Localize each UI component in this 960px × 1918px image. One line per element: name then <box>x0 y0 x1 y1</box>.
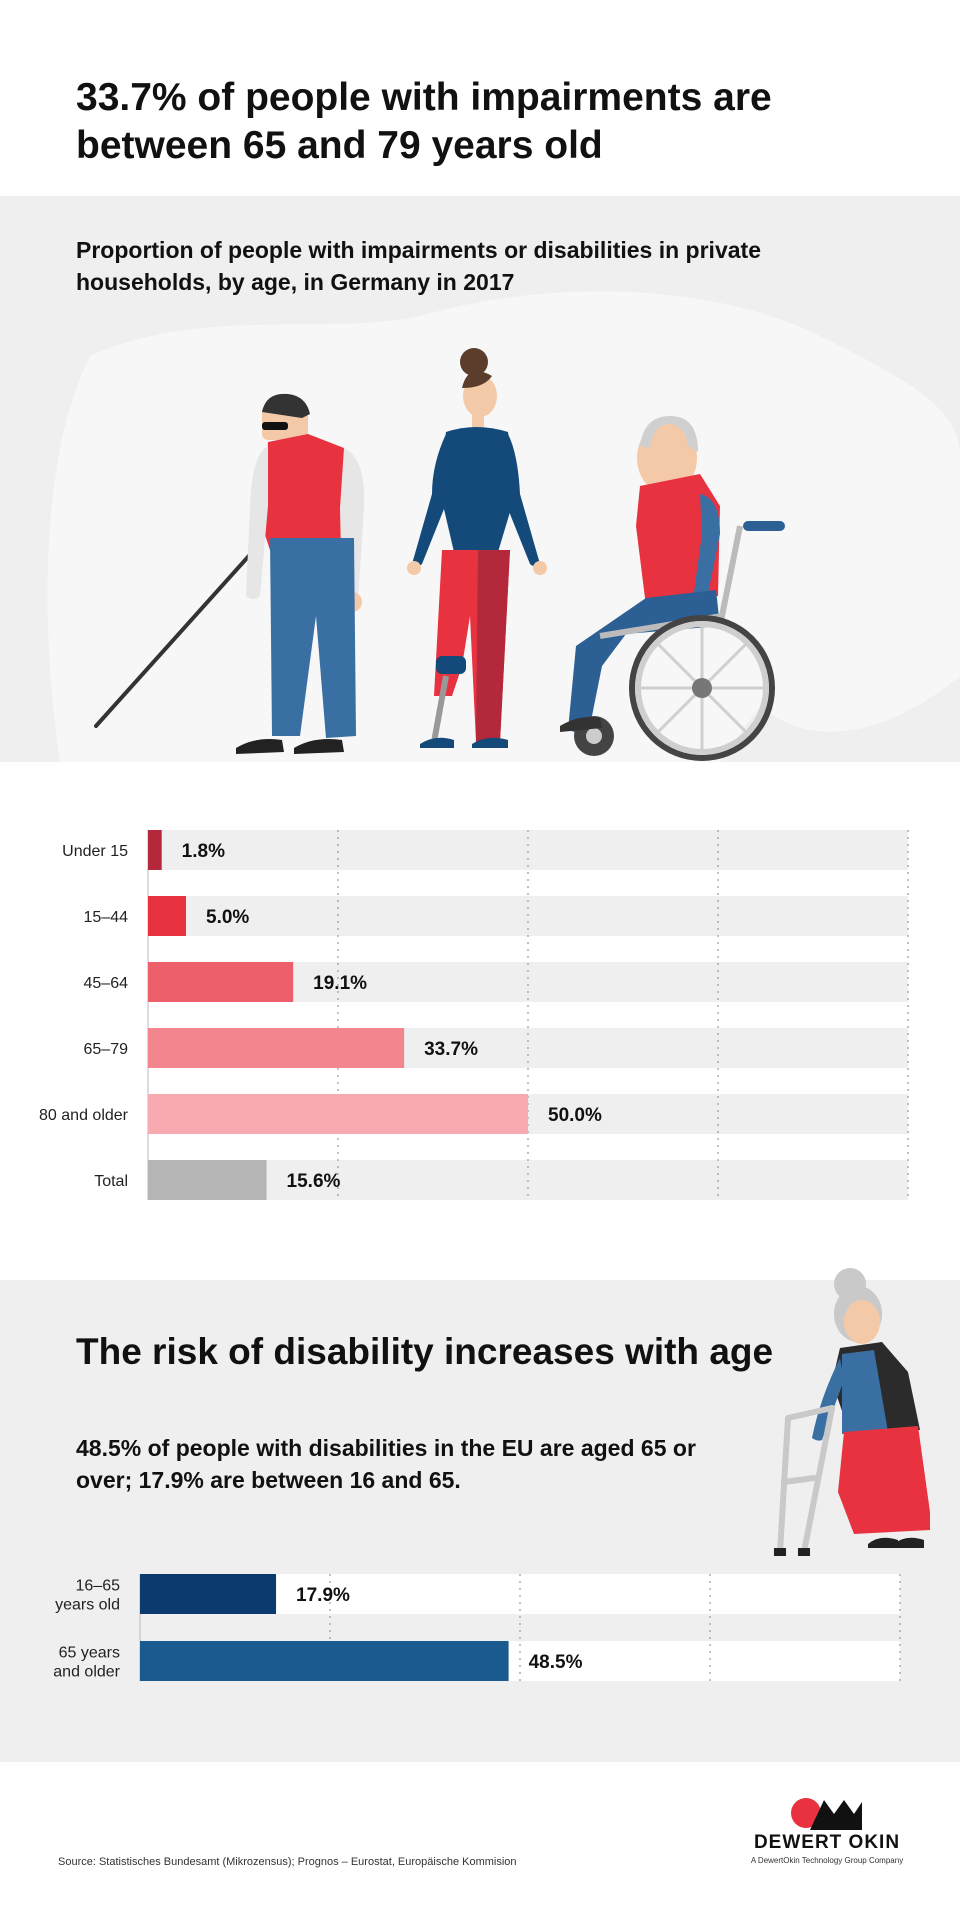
category-label: 15–44 <box>84 909 129 926</box>
prosthetic-leg-woman-figure <box>407 348 547 748</box>
bar <box>148 830 162 870</box>
value-label: 19.1% <box>313 973 367 994</box>
chart-bars <box>140 1574 509 1681</box>
value-label: 33.7% <box>424 1039 478 1060</box>
category-label: 16–65 years old <box>55 1578 120 1614</box>
risk-title: The risk of disability increases with ag… <box>76 1331 774 1372</box>
logo-mark-icon <box>791 1798 862 1830</box>
risk-panel <box>0 1280 960 1762</box>
bar <box>140 1641 509 1681</box>
category-label: 65–79 <box>84 1041 129 1058</box>
value-label: 15.6% <box>287 1171 341 1192</box>
category-label: 65 years and older <box>53 1645 120 1681</box>
value-label: 48.5% <box>529 1652 583 1673</box>
age-bar-chart: Under 15 1.8% 15–44 5.0% 45–64 19.1% 65–79 33.7… <box>39 830 909 1200</box>
risk-subtitle: 48.5% of people with disabilities in the… <box>76 1435 696 1493</box>
blind-man-figure <box>94 393 365 754</box>
bar <box>148 896 186 936</box>
value-label: 17.9% <box>296 1585 350 1606</box>
source-note: Source: Statistisches Bundesamt (Mikroze… <box>58 1856 517 1868</box>
chart-bars <box>148 830 528 1200</box>
wheelchair-man-figure <box>560 416 785 761</box>
logo-tagline: A DewertOkin Technology Group Company <box>750 1856 904 1865</box>
chart-labels: 16–65 years old 17.9% 65 years and older 48.5… <box>53 1578 582 1681</box>
category-label: Under 15 <box>62 843 128 860</box>
people-illustration <box>47 291 960 762</box>
eu-age-bar-chart: 16–65 years old 17.9% 65 years and older 48.5… <box>53 1574 901 1681</box>
chart-gridlines <box>147 830 909 1200</box>
logo-name: DEWERT OKIN <box>753 1832 901 1853</box>
walker-woman-illustration <box>774 1268 930 1556</box>
chart-subtitle: Proportion of people with impairments or… <box>76 237 761 295</box>
bar <box>140 1574 277 1614</box>
value-label: 50.0% <box>548 1105 602 1126</box>
chart-tracks <box>148 830 908 1200</box>
bar <box>148 962 294 1002</box>
category-label: 45–64 <box>84 975 129 992</box>
headline: 33.7% of people with impairments are bet… <box>76 76 772 167</box>
bar-track <box>148 830 908 870</box>
bar <box>148 1094 528 1134</box>
chart-labels: Under 15 1.8% 15–44 5.0% 45–64 19.1% 65–79 33.7… <box>39 841 602 1192</box>
bar <box>148 1028 405 1068</box>
value-label: 1.8% <box>182 841 225 862</box>
company-logo: DEWERT OKIN A DewertOkin Technology Grou… <box>722 1796 932 1865</box>
bar <box>148 1160 267 1200</box>
category-label: 80 and older <box>39 1107 129 1124</box>
category-label: Total <box>94 1173 128 1190</box>
value-label: 5.0% <box>206 907 249 928</box>
